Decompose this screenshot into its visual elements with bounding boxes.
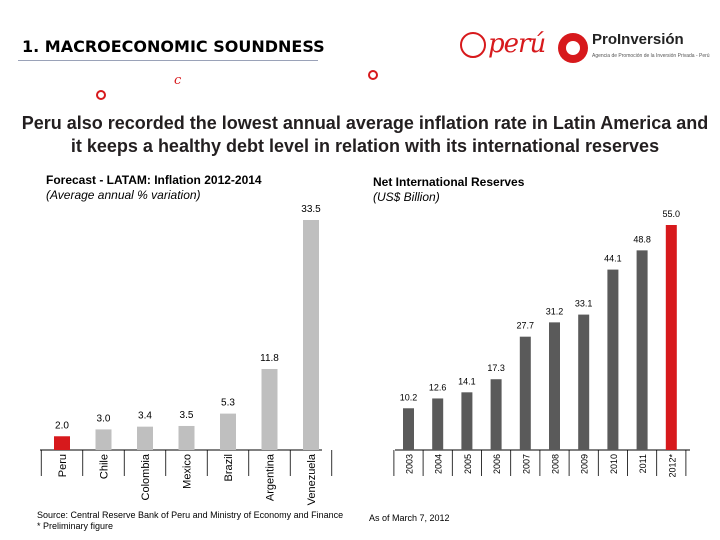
- reserves-bar: [607, 269, 619, 450]
- decorative-circle-icon: [368, 70, 378, 80]
- reserves-value-label: 14.1: [458, 376, 476, 386]
- reserves-category-label: 2003: [405, 454, 415, 474]
- decorative-circle-icon: [96, 90, 106, 100]
- headline: Peru also recorded the lowest annual ave…: [21, 113, 709, 156]
- source-text: Source: Central Reserve Bank of Peru and…: [37, 510, 344, 520]
- preliminary-note: * Preliminary figure: [37, 521, 114, 531]
- inflation-bar: [54, 436, 70, 450]
- inflation-value-label: 3.0: [97, 413, 111, 424]
- reserves-category-label: 2007: [521, 454, 531, 474]
- reserves-bar: [461, 392, 473, 450]
- reserves-chart-title: Net International Reserves (US$ Billion): [373, 175, 524, 205]
- inflation-category-label: Argentina: [265, 453, 277, 501]
- reserves-category-label: 2011: [638, 454, 648, 473]
- reserves-value-label: 17.3: [487, 363, 505, 373]
- inflation-subtitle: (Average annual % variation): [46, 188, 201, 202]
- reserves-value-label: 48.8: [633, 234, 651, 244]
- reserves-bar: [578, 314, 590, 450]
- decorative-swirl-icon: c: [174, 73, 182, 88]
- proinversion-name: ProInversión: [592, 31, 684, 48]
- inflation-category-label: Mexico: [182, 454, 194, 489]
- reserves-category-label: 2006: [492, 454, 502, 474]
- inflation-title: Forecast - LATAM: Inflation 2012-2014: [46, 173, 262, 187]
- reserves-value-label: 55.0: [663, 209, 681, 219]
- proinversion-logo-icon: [558, 33, 588, 63]
- inflation-category-label: Colombia: [140, 453, 152, 500]
- reserves-value-label: 10.2: [400, 392, 418, 402]
- reserves-subtitle: (US$ Billion): [373, 190, 440, 204]
- reserves-category-label: 2005: [463, 454, 473, 474]
- reserves-category-label: 2009: [580, 454, 590, 474]
- inflation-bar: [303, 220, 319, 450]
- reserves-category-label: 2004: [434, 454, 444, 474]
- reserves-value-label: 44.1: [604, 254, 622, 264]
- peru-logo: perú: [460, 29, 546, 59]
- inflation-chart-title: Forecast - LATAM: Inflation 2012-2014 (A…: [46, 173, 262, 203]
- inflation-value-label: 2.0: [55, 420, 69, 431]
- reserves-bar: [490, 379, 502, 450]
- inflation-category-label: Venezuela: [306, 453, 318, 505]
- reserves-bar: [665, 225, 677, 450]
- inflation-category-label: Brazil: [223, 454, 235, 482]
- inflation-value-label: 3.4: [138, 411, 152, 422]
- inflation-bar: [220, 413, 236, 450]
- reserves-bar: [519, 336, 531, 450]
- reserves-value-label: 12.6: [429, 382, 447, 392]
- inflation-value-label: 3.5: [180, 410, 194, 421]
- slide-title: 1. MACROECONOMIC SOUNDNESS: [22, 37, 325, 56]
- reserves-value-label: 31.2: [546, 306, 564, 316]
- reserves-category-label: 2010: [609, 454, 619, 474]
- reserves-bar: [432, 398, 444, 450]
- logo-area: perú ProInversión Agencia de Promoción d…: [450, 25, 710, 75]
- reserves-value-label: 33.1: [575, 299, 593, 309]
- peru-logo-icon: [460, 32, 486, 58]
- reserves-bar: [403, 408, 414, 450]
- reserves-category-label: 2008: [551, 454, 561, 474]
- inflation-value-label: 5.3: [221, 398, 235, 409]
- inflation-bar: [178, 425, 195, 450]
- reserves-category-label: 2012*: [667, 454, 677, 478]
- inflation-category-label: Peru: [57, 454, 69, 477]
- inflation-value-label: 11.8: [260, 353, 279, 364]
- inflation-category-label: Chile: [99, 454, 111, 479]
- reserves-value-label: 27.7: [517, 321, 535, 331]
- reserves-bar: [549, 322, 560, 450]
- inflation-bar: [95, 429, 112, 450]
- inflation-bar: [137, 426, 153, 450]
- reserves-title: Net International Reserves: [373, 175, 525, 189]
- source-note: Source: Central Reserve Bank of Peru and…: [37, 510, 357, 532]
- inflation-value-label: 33.5: [301, 204, 321, 215]
- reserves-bar: [636, 250, 648, 450]
- proinversion-tagline: Agencia de Promoción de la Inversión Pri…: [592, 53, 710, 59]
- inflation-bar: [261, 368, 278, 450]
- header-rule: [18, 60, 318, 61]
- as-of-note: As of March 7, 2012: [369, 513, 450, 523]
